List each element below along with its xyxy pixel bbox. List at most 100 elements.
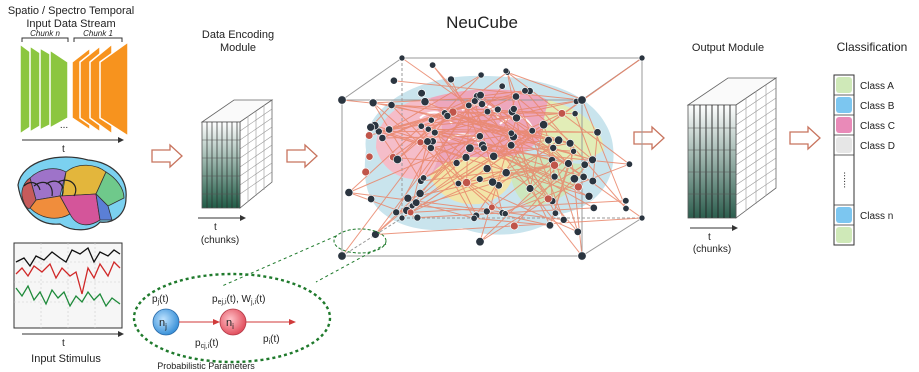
encoding-module: Data Encoding Module: [198, 29, 274, 246]
flow-arrow-3: [633, 125, 665, 151]
neuron-node: [483, 107, 492, 116]
neuron-node: [501, 210, 509, 218]
class-swatch: [836, 117, 852, 133]
neuron-node: [588, 155, 597, 165]
neuron-node: [588, 176, 597, 186]
neuron-node: [465, 101, 473, 109]
neuron-node: [545, 221, 554, 230]
neuron-connection: [375, 217, 643, 235]
probabilistic-parameters-caption: Probabilistic Parameters: [157, 361, 255, 371]
brain-image: [17, 156, 127, 231]
neuron-connection: [395, 147, 432, 213]
neuron-node: [625, 160, 633, 168]
neuron-node: [564, 159, 573, 168]
encoding-title-line2: Module: [220, 42, 256, 54]
neuron-connection: [373, 96, 517, 104]
neuron-connection: [410, 200, 626, 213]
neuron-node: [423, 137, 432, 146]
stimulus-time-label: t: [62, 338, 65, 349]
callout-line-right: [315, 243, 387, 283]
neuron-node: [475, 132, 484, 141]
neuron-node: [429, 61, 437, 69]
neuron-node: [579, 172, 588, 181]
pcj-label: pcj,i(t): [195, 338, 219, 350]
output-time-label: t: [708, 232, 711, 243]
encoding-unit-label: (chunks): [201, 235, 239, 246]
class-dots: ......: [841, 172, 852, 189]
neuron-node: [549, 144, 558, 152]
class-swatch: [836, 137, 852, 153]
neuron-connection: [483, 139, 549, 149]
neuron-detail: nj ni pj(t) pej,i(t), Wj,i(t) pcj,i(t) p…: [132, 272, 332, 371]
input-stream-title-line1: Spatio / Spectro Temporal: [8, 5, 134, 17]
neuron-connection: [428, 128, 569, 164]
neuron-connection: [397, 74, 482, 160]
neuron-connection: [428, 103, 483, 130]
chunk-1-label: Chunk 1: [83, 29, 113, 38]
neuron-node: [413, 213, 422, 222]
neuron-node: [543, 194, 553, 204]
neuron-node: [417, 122, 425, 130]
neuron-connection: [415, 124, 544, 204]
neuron-connection: [391, 104, 593, 161]
encoding-title-line1: Data Encoding: [202, 29, 274, 41]
neuron-node: [344, 188, 354, 197]
input-stream-title-line2: Input Data Stream: [26, 18, 115, 30]
detail-ellipse: [132, 272, 332, 364]
neuron-node: [365, 152, 374, 161]
neuron-connection: [373, 102, 559, 141]
neuron-node: [462, 178, 471, 187]
output-title: Output Module: [692, 42, 764, 54]
neucube-panel: NeuCube: [333, 13, 646, 261]
stimulus-label: Input Stimulus: [31, 353, 101, 365]
neuron-connection: [420, 164, 555, 182]
neuron-node: [365, 131, 374, 140]
neuron-node: [398, 54, 406, 62]
neuron-node: [387, 101, 396, 109]
neuron-node: [470, 214, 478, 222]
neuron-node: [507, 129, 515, 137]
stimulus-plot: t Input Stimulus: [13, 242, 124, 365]
neuron-connection: [372, 102, 493, 208]
class-swatch: [836, 227, 852, 243]
chunk-ellipsis: ...: [60, 120, 68, 131]
neuron-node: [443, 112, 452, 120]
neuron-connection: [419, 109, 499, 194]
neuron-connection: [427, 90, 526, 142]
neuron-connection: [532, 130, 571, 144]
neuron-node: [488, 203, 496, 211]
neuron-node: [550, 160, 559, 170]
neuron-connection: [481, 103, 643, 219]
stimulus-green-trace: [15, 284, 121, 308]
neucube-title: NeuCube: [446, 13, 518, 32]
neuron-connection: [502, 163, 630, 214]
neuron-node: [622, 205, 630, 213]
highlight-region: [333, 228, 387, 254]
neuron-node: [385, 125, 394, 134]
neuron-node: [447, 75, 455, 84]
neuron-connection: [397, 111, 454, 160]
neuron-node: [488, 177, 497, 187]
class-label-b: Class B: [860, 101, 895, 112]
neuron-connection: [434, 132, 584, 178]
neuron-connection: [406, 132, 512, 211]
neuron-node: [573, 227, 582, 236]
neuron-connection: [375, 135, 481, 235]
neuron-connection: [466, 182, 579, 233]
neuron-connection: [515, 96, 593, 161]
neuron-connection: [507, 71, 583, 100]
neuron-node: [589, 203, 598, 212]
neuron-node: [374, 127, 383, 136]
neuron-node: [398, 214, 406, 222]
neucube-neurons: [337, 54, 646, 261]
neuron-node: [427, 116, 435, 124]
neuron-node: [366, 122, 376, 132]
neuron-node: [494, 105, 502, 114]
neuron-node: [461, 153, 471, 162]
neuron-connection: [574, 113, 593, 160]
neuron-node: [502, 67, 510, 75]
neuron-connection: [423, 105, 470, 179]
neuron-connection: [374, 125, 428, 142]
class-swatch: [836, 97, 852, 113]
